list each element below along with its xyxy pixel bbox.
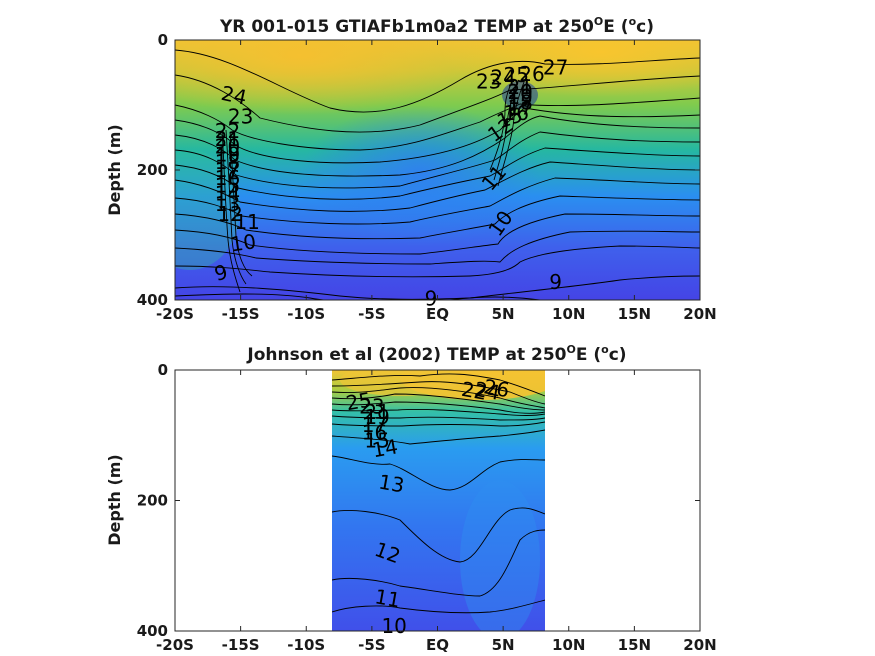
contour-label: 26: [482, 374, 511, 402]
panel-1: YR 001-015 GTIAFb1m0a2 TEMP at 250OE (oc…: [105, 15, 717, 323]
contour-label: 16: [504, 101, 529, 125]
contour-label: 12: [217, 202, 242, 226]
x-tick-label: -20S: [156, 305, 194, 323]
contour-label: 10: [381, 614, 406, 638]
x-tick-label: EQ: [426, 636, 449, 654]
contour-label: 25: [504, 63, 529, 87]
y-tick-label: 0: [158, 31, 168, 49]
contour-label: 18: [507, 90, 532, 114]
contour-label: 11: [373, 584, 402, 612]
y-tick-label: 200: [137, 492, 168, 510]
x-tick-label: -10S: [287, 305, 325, 323]
contour-label: 27: [543, 55, 568, 79]
contour-label: 24: [490, 66, 515, 90]
contour-label: 26: [519, 62, 544, 86]
x-tick-label: -10S: [287, 636, 325, 654]
contour-label: 9: [212, 259, 231, 285]
contour-label: 10: [229, 229, 258, 256]
x-tick-label: -15S: [222, 636, 260, 654]
panel-2-ylabel: Depth (m): [105, 454, 124, 546]
contour-label: 19: [507, 85, 532, 109]
panel-2-x-ticks: -20S -15S -10S -5S EQ 5N 10N 15N 20N: [156, 370, 717, 654]
contour-label: 19: [215, 142, 240, 166]
panel-2-contour-lines: [332, 373, 545, 614]
x-tick-label: -5S: [358, 636, 385, 654]
y-tick-label: 0: [158, 361, 168, 379]
contour-label: 20: [507, 80, 532, 104]
contour-label: 23: [359, 395, 384, 419]
contour-label: 24: [219, 81, 249, 110]
panel-1-ylabel: Depth (m): [105, 124, 124, 216]
contour-label: 13: [215, 192, 240, 216]
contour-label: 17: [507, 96, 532, 120]
contour-label: 16: [362, 421, 387, 445]
contour-label: 9: [549, 270, 562, 294]
x-tick-label: 10N: [552, 305, 585, 323]
contour-label: 14: [370, 434, 399, 462]
x-tick-label: 20N: [683, 636, 716, 654]
contour-label: 9: [425, 287, 438, 311]
x-tick-label: -20S: [156, 636, 194, 654]
panel-2-y-ticks: 0 200 400: [137, 361, 700, 640]
contour-label: 13: [377, 470, 406, 498]
y-tick-label: 200: [137, 161, 168, 179]
panel-1-y-ticks: 0 200 400: [137, 31, 700, 309]
contour-label: 23: [228, 105, 253, 129]
x-tick-label: -15S: [222, 305, 260, 323]
contour-label: 21: [364, 400, 389, 424]
contour-label: 21: [215, 127, 240, 151]
contour-label: 17: [215, 158, 240, 182]
contour-label: 20: [215, 135, 240, 159]
x-tick-label: 20N: [683, 305, 716, 323]
contour-label: 15: [364, 428, 389, 452]
x-tick-label: 15N: [618, 305, 651, 323]
x-tick-label: 15N: [618, 636, 651, 654]
panel-1-title: YR 001-015 GTIAFb1m0a2 TEMP at 250OE (oc…: [219, 15, 654, 37]
panel-2: Johnson et al (2002) TEMP at 250OE (oc) …: [105, 343, 717, 654]
panel-1-field: [175, 40, 700, 300]
contour-label: 17: [362, 413, 387, 437]
x-tick-label: 5N: [492, 305, 515, 323]
contour-label: 23: [476, 70, 501, 94]
contour-label: 21: [507, 75, 532, 99]
contour-label: 18: [215, 150, 240, 174]
y-tick-label: 400: [137, 622, 168, 640]
x-tick-label: -5S: [358, 305, 385, 323]
contour-label: 14: [215, 181, 240, 205]
x-tick-label: 10N: [552, 636, 585, 654]
contour-label: 11: [234, 210, 259, 234]
panel-2-field: [332, 370, 545, 631]
contour-label: 16: [215, 166, 240, 190]
x-tick-label: EQ: [426, 305, 449, 323]
y-tick-label: 400: [137, 291, 168, 309]
contour-label: 22: [460, 377, 489, 405]
contour-label: 22: [215, 119, 240, 143]
panel-1-x-ticks: -20S -15S -10S -5S EQ 5N 10N 15N 20N: [156, 40, 717, 323]
contour-label: 15: [215, 174, 240, 198]
panel-1-contour-lines: [175, 49, 700, 300]
contour-label: 25: [344, 387, 373, 415]
x-tick-label: 5N: [492, 636, 515, 654]
panel-2-title: Johnson et al (2002) TEMP at 250OE (oc): [246, 343, 626, 365]
contour-label: 24: [473, 377, 502, 405]
contour-label: 19: [364, 405, 389, 429]
